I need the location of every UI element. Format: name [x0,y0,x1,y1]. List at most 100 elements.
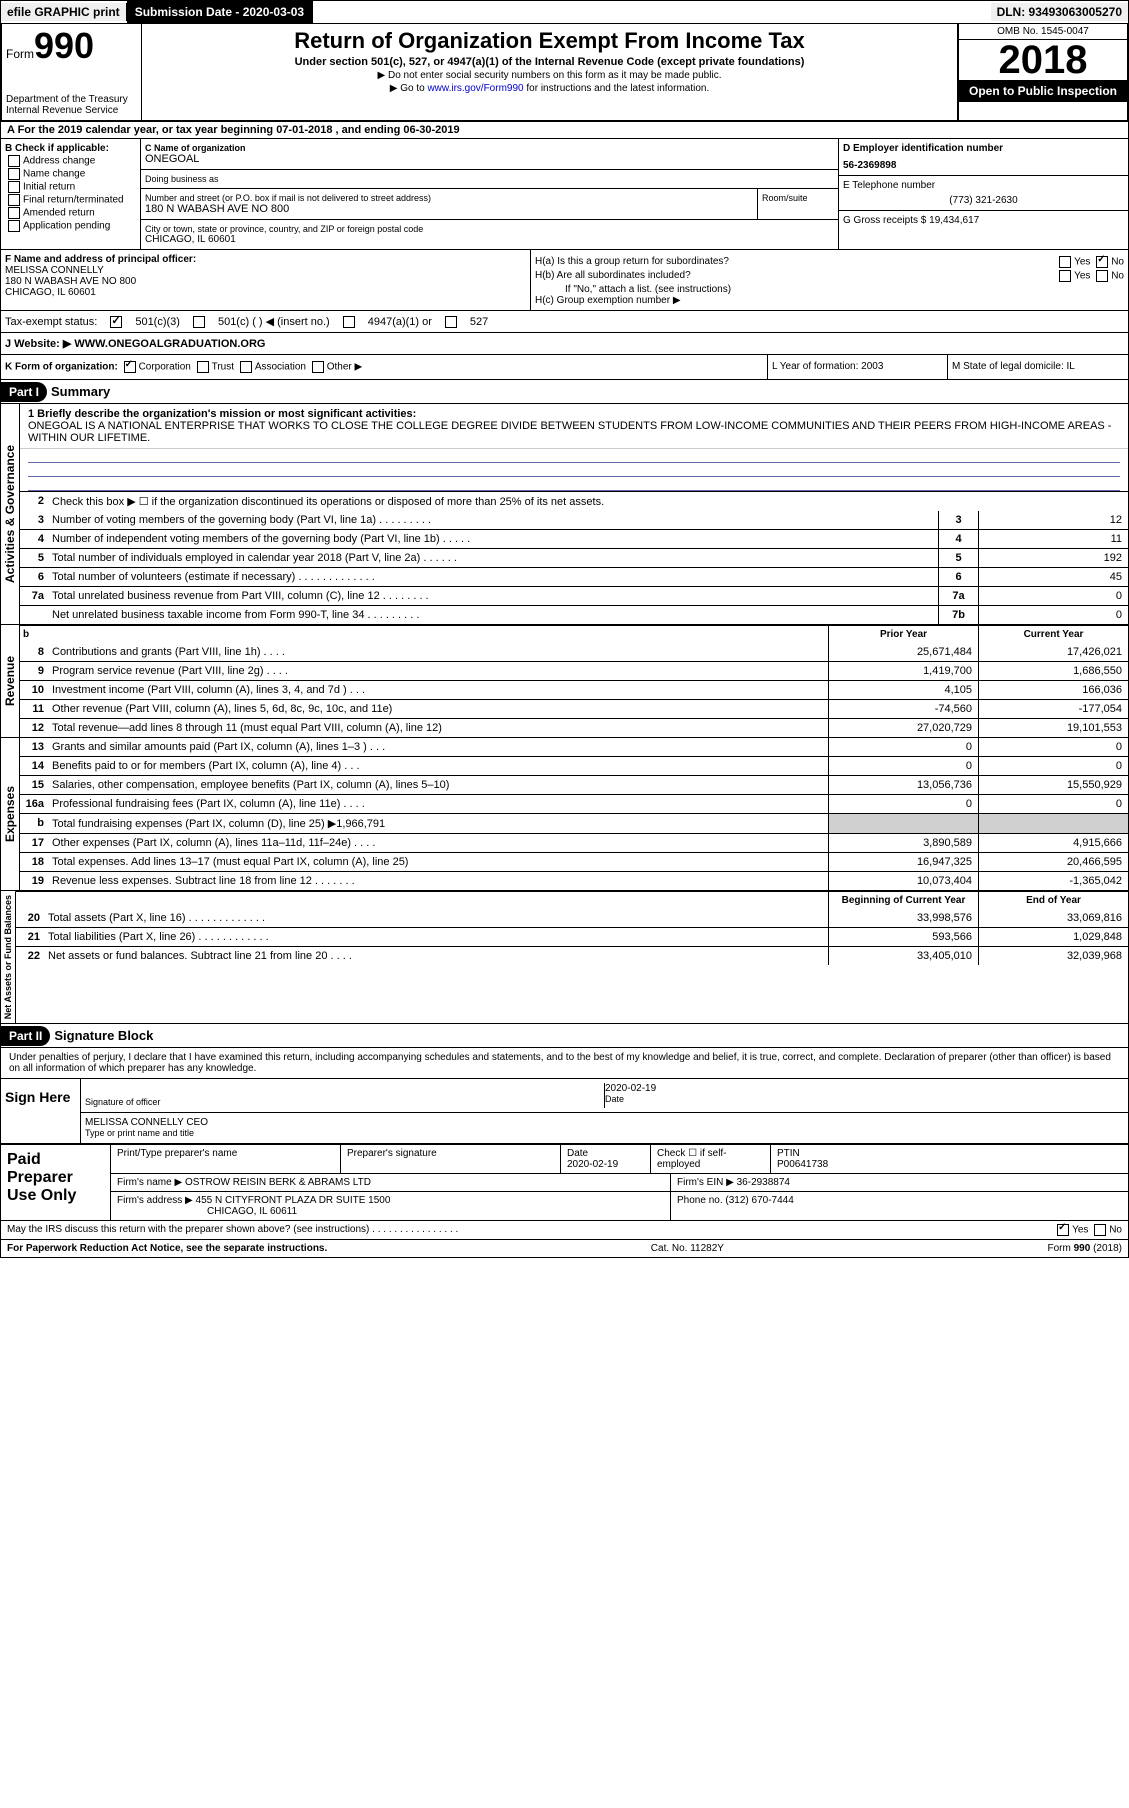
opt-501c3: 501(c)(3) [135,316,180,328]
efile-label[interactable]: efile GRAPHIC print [1,3,127,21]
klm-row: K Form of organization: Corporation Trus… [0,355,1129,380]
chk-addr[interactable]: Address change [5,155,136,167]
ha-yes[interactable]: Yes [1074,257,1090,268]
prep-firm-lbl: Firm's name ▶ [117,1177,182,1188]
org-name: ONEGOAL [145,153,266,165]
discuss-yes-chk[interactable] [1057,1224,1069,1236]
vside-rev: Revenue [1,625,20,737]
officer-addr: 180 N WABASH AVE NO 800 [5,276,526,287]
city-value: CHICAGO, IL 60601 [145,234,834,245]
officer-name: MELISSA CONNELLY [5,265,526,276]
prep-addr-lbl: Firm's address ▶ [117,1195,193,1206]
phone: (773) 321-2630 [843,195,1124,206]
chk-501c[interactable] [193,316,205,328]
e-label: E Telephone number [843,180,1124,191]
opt-527: 527 [470,316,488,328]
m-state: M State of legal domicile: IL [948,355,1128,379]
dln: DLN: 93493063005270 [991,3,1128,21]
d-label: D Employer identification number [843,143,1124,154]
summary-main: Activities & Governance 1 Briefly descri… [0,404,1129,625]
chk-527[interactable] [445,316,457,328]
note-link: ▶ Go to www.irs.gov/Form990 for instruct… [146,83,953,94]
blank-line [28,449,1120,463]
l-year: L Year of formation: 2003 [768,355,948,379]
line-a: A For the 2019 calendar year, or tax yea… [0,122,1129,139]
sig-officer-label: Signature of officer [85,1097,160,1107]
chk-4947[interactable] [343,316,355,328]
mission-text: ONEGOAL IS A NATIONAL ENTERPRISE THAT WO… [28,420,1120,444]
chk-501c3[interactable] [110,316,122,328]
prep-firm: OSTROW REISIN BERK & ABRAMS LTD [185,1177,371,1188]
tax-exempt-row: Tax-exempt status: 501(c)(3) 501(c) ( ) … [0,311,1129,333]
part2-header: Part II Signature Block [0,1024,1129,1048]
prep-ein-lbl: Firm's EIN ▶ [677,1177,734,1188]
note-post: for instructions and the latest informat… [524,83,710,94]
hc-label: H(c) Group exemption number ▶ [535,295,1124,306]
addr-value: 180 N WABASH AVE NO 800 [145,203,753,215]
part1-header: Part I Summary [0,380,1129,404]
chk-other[interactable] [312,361,324,373]
sig-declaration: Under penalties of perjury, I declare th… [1,1048,1128,1078]
note-ssn: ▶ Do not enter social security numbers o… [146,70,953,81]
part1-num: Part I [1,382,47,402]
ha-label: H(a) Is this a group return for subordin… [535,256,729,268]
opt-assoc: Association [255,362,306,373]
k-label: K Form of organization: [5,362,118,373]
discuss-no-chk[interactable] [1094,1224,1106,1236]
prep-h-sig: Preparer's signature [341,1145,561,1173]
line2: Check this box ▶ ☐ if the organization d… [48,492,1128,511]
public-inspection: Open to Public Inspection [959,80,1127,102]
section-f: F Name and address of principal officer:… [0,250,1129,311]
chk-amended[interactable]: Amended return [5,207,136,219]
hdr-cy: Current Year [978,626,1128,643]
officer-city: CHICAGO, IL 60601 [5,287,526,298]
chk-trust[interactable] [197,361,209,373]
f-label: F Name and address of principal officer: [5,254,526,265]
website-value: WWW.ONEGOALGRADUATION.ORG [74,338,265,350]
dept-label: Department of the Treasury Internal Reve… [6,94,137,116]
opt-other: Other ▶ [327,362,362,373]
chk-assoc[interactable] [240,361,252,373]
gross-receipts: G Gross receipts $ 19,434,617 [839,211,1128,230]
footer-left: For Paperwork Reduction Act Notice, see … [7,1243,327,1254]
netassets-block: Net Assets or Fund Balances Beginning of… [0,891,1129,1024]
tax-label: Tax-exempt status: [5,316,97,328]
website-row: J Website: ▶ WWW.ONEGOALGRADUATION.ORG [0,333,1129,355]
chk-initial[interactable]: Initial return [5,181,136,193]
discuss-no: No [1109,1225,1122,1236]
prep-h-ptin: PTIN [777,1148,800,1159]
revenue-block: Revenue bPrior YearCurrent Year 8Contrib… [0,625,1129,738]
chk-name[interactable]: Name change [5,168,136,180]
paid-preparer: Paid Preparer Use Only Print/Type prepar… [1,1143,1128,1220]
part2-num: Part II [1,1026,50,1046]
check-b-title: B Check if applicable: [5,143,136,154]
check-b: B Check if applicable: Address change Na… [1,139,141,249]
chk-final[interactable]: Final return/terminated [5,194,136,206]
mission-label: 1 Briefly describe the organization's mi… [28,408,1120,420]
top-bar: efile GRAPHIC print Submission Date - 20… [0,0,1129,24]
sig-name-label: Type or print name and title [85,1128,194,1138]
addr-label: Number and street (or P.O. box if mail i… [145,193,753,203]
note-pre: ▶ Go to [390,83,428,94]
submission-date: Submission Date - 2020-03-03 [127,1,313,23]
hb-yes[interactable]: Yes [1074,271,1090,282]
form-title: Return of Organization Exempt From Incom… [146,28,953,54]
prep-phone-lbl: Phone no. [677,1195,723,1206]
opt-corp: Corporation [139,362,191,373]
form-subtitle: Under section 501(c), 527, or 4947(a)(1)… [146,56,953,68]
vside-net: Net Assets or Fund Balances [1,891,16,1023]
irs-link[interactable]: www.irs.gov/Form990 [427,83,523,94]
chk-pending[interactable]: Application pending [5,220,136,232]
blank-line [28,477,1120,491]
prep-ein: 36-2938874 [737,1177,790,1188]
hb-no[interactable]: No [1111,271,1124,282]
footer-right: Form 990 (2018) [1048,1243,1122,1254]
ha-no[interactable]: No [1111,257,1124,268]
hdr-eoy: End of Year [978,892,1128,909]
city-label: City or town, state or province, country… [145,224,834,234]
hb-label: H(b) Are all subordinates included? [535,270,691,282]
blank-line [28,463,1120,477]
hdr-boy: Beginning of Current Year [828,892,978,909]
prep-check[interactable]: Check ☐ if self-employed [651,1145,771,1173]
chk-corp[interactable] [124,361,136,373]
